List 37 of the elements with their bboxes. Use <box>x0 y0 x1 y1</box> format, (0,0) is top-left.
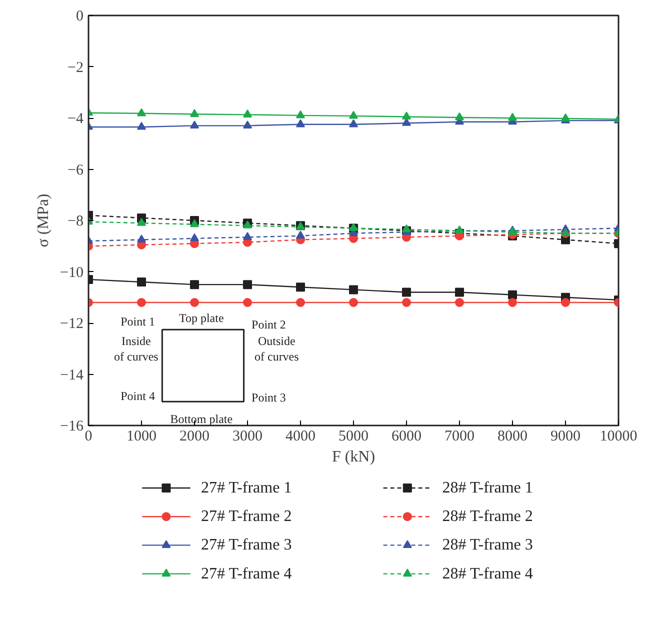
x-tick-label: 4000 <box>286 428 316 444</box>
x-tick-label: 5000 <box>338 428 368 444</box>
legend-label: 28# T-frame 4 <box>442 565 533 582</box>
legend-label: 28# T-frame 3 <box>442 536 533 554</box>
x-tick-label: 8000 <box>498 428 528 444</box>
annotation: Outside of curves <box>254 334 300 364</box>
y-tick-label: −12 <box>60 316 84 332</box>
y-tick-label: −2 <box>68 60 84 76</box>
annotation: Point 3 <box>252 390 286 404</box>
x-tick-label: 1000 <box>126 428 156 444</box>
legend-label: 28# T-frame 2 <box>442 508 533 526</box>
y-tick-label: 0 <box>76 8 84 24</box>
annotation: Point 4 <box>120 389 155 404</box>
annotation: Bottom plate <box>170 412 233 426</box>
y-tick-label: −4 <box>68 111 84 127</box>
legend-label: 27# T-frame 2 <box>201 508 292 526</box>
y-axis-title: σ (MPa) <box>35 194 52 248</box>
annotation: Inside of curves <box>114 334 159 364</box>
x-tick-label: 7000 <box>444 428 474 444</box>
legend-label: 27# T-frame 4 <box>201 565 292 582</box>
y-tick-label: −10 <box>60 264 84 281</box>
y-tick-label: −6 <box>68 162 84 178</box>
y-tick-label: −8 <box>68 214 84 230</box>
x-tick-label: 6000 <box>392 428 422 444</box>
x-tick-label: 10000 <box>600 428 638 444</box>
x-axis-title: F (kN) <box>332 448 376 466</box>
x-tick-label: 3000 <box>232 428 262 444</box>
annotation: Point 2 <box>252 317 286 332</box>
annotation: Top plate <box>178 310 224 325</box>
legend-label: 27# T-frame 3 <box>201 536 292 554</box>
y-tick-label: −16 <box>60 418 84 434</box>
x-tick-label: 2000 <box>180 428 210 444</box>
y-tick-label: −14 <box>60 367 84 384</box>
legend-label: 27# T-frame 1 <box>201 480 292 496</box>
x-tick-label: 9000 <box>550 428 580 444</box>
legend-label: 28# T-frame 1 <box>442 480 533 496</box>
annotation: Point 1 <box>120 314 155 329</box>
